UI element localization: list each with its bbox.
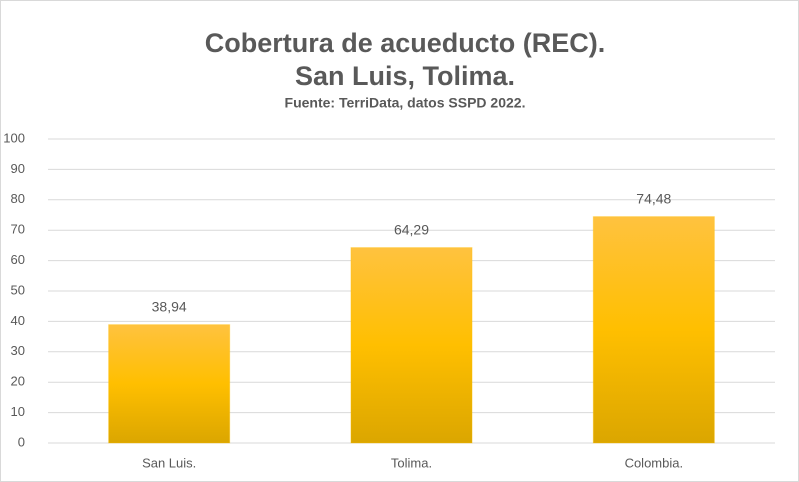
y-tick-label: 90 — [11, 161, 25, 176]
y-tick-label: 60 — [11, 252, 25, 267]
data-label: 74,48 — [636, 190, 671, 206]
x-tick-label: San Luis. — [142, 455, 196, 470]
data-label: 64,29 — [394, 221, 429, 237]
y-tick-label: 100 — [3, 130, 25, 145]
bar — [350, 247, 473, 444]
y-tick-label: 10 — [11, 404, 25, 419]
y-tick-label: 50 — [11, 282, 25, 297]
bar — [592, 216, 715, 444]
y-tick-label: 30 — [11, 343, 25, 358]
x-tick-label: Colombia. — [625, 455, 684, 470]
bar — [108, 324, 231, 444]
y-tick-label: 40 — [11, 313, 25, 328]
y-tick-label: 0 — [18, 434, 25, 449]
x-tick-label: Tolima. — [391, 455, 432, 470]
y-tick-label: 20 — [11, 374, 25, 389]
chart-title: Cobertura de acueducto (REC). — [205, 28, 606, 58]
data-label: 38,94 — [152, 298, 187, 314]
chart-subtitle: Fuente: TerriData, datos SSPD 2022. — [285, 95, 526, 111]
y-tick-label: 70 — [11, 222, 25, 237]
y-tick-label: 80 — [11, 191, 25, 206]
chart-title: San Luis, Tolima. — [295, 61, 515, 91]
